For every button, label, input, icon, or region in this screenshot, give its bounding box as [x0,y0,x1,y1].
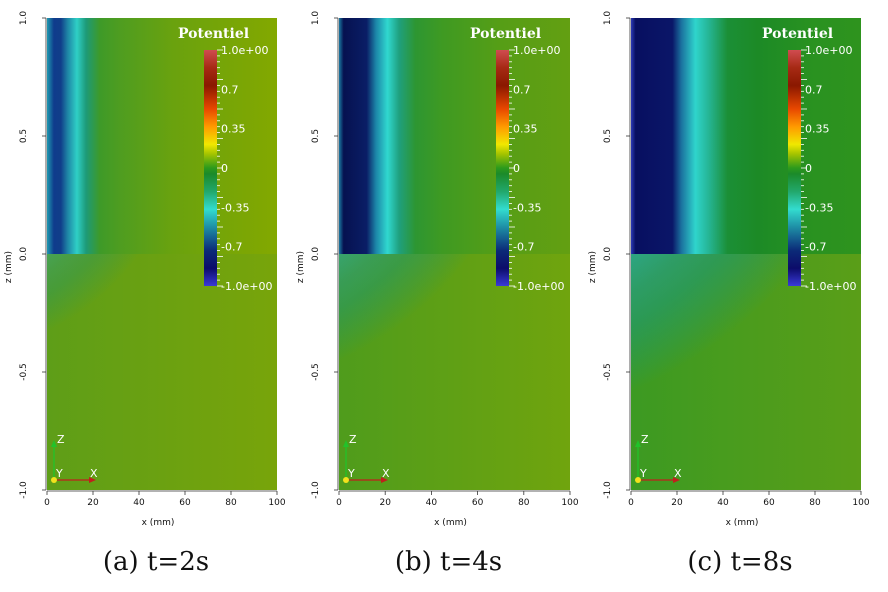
x-axis: 0 20 40 60 80 100 x (mm) [44,490,286,528]
colorbar-tick-label: -0.35 [221,201,249,214]
colorbar [204,50,217,286]
subfigure-caption: (b) t=4s [395,547,502,577]
diffusion-plume [339,254,520,401]
y-axis: 1.0 0.5 0.0 -0.5 -1.0 z (mm) [4,11,47,499]
triad-y-label: Y [55,467,63,480]
subfigure-caption: (c) t=8s [687,547,792,577]
triad-y-label: Y [639,467,647,480]
colorbar-tick-label: -0.7 [805,241,826,254]
triad-x-label: X [674,467,682,480]
x-tick-label: 0 [628,498,634,508]
y-tick-label: -1.0 [603,481,613,499]
triad-z-label: Z [641,433,649,446]
colorbar [496,50,509,286]
colorbar-title: Potentiel [470,26,541,42]
triad-z-label: Z [349,433,357,446]
colorbar-tick-label: 0 [805,162,812,175]
x-tick-label: 80 [809,498,821,508]
field-upper-region [47,18,277,254]
y-tick-label: 0.0 [19,247,29,262]
y-tick-label: 0.5 [311,129,321,143]
triad-z-label: Z [57,433,65,446]
x-tick-label: 80 [518,498,530,508]
x-tick-label: 20 [87,498,99,508]
colorbar-tick-label: 0 [513,162,520,175]
axes-triad-icon: Z Y X [635,433,682,483]
y-axis-label: z (mm) [588,251,598,283]
colorbar-tick-label: 1.0e+00 [221,44,268,57]
subfigure-caption: (a) t=2s [103,547,209,577]
x-tick-label: 40 [133,498,145,508]
x-tick-label: 0 [336,498,342,508]
x-tick-label: 60 [472,498,484,508]
y-axis-label: z (mm) [296,251,306,283]
x-tick-label: 20 [671,498,683,508]
colorbar-tick-label: 0.7 [805,83,823,96]
colorbar-tick-label: -1.0e+00 [805,280,856,293]
y-tick-label: -1.0 [19,481,29,499]
colorbar-tick-label: 0.35 [513,123,538,136]
colorbar-tick-label: -0.35 [513,201,541,214]
triad-x-label: X [382,467,390,480]
y-axis: 1.0 0.5 0.0 -0.5 -1.0 z (mm) [588,11,631,499]
colorbar-tick-label: 0.7 [513,83,531,96]
colorbar-tick-label: 1.0e+00 [805,44,852,57]
colorbar-tick-label: 0 [221,162,228,175]
y-tick-label: 0.5 [19,129,29,143]
x-tick-label: 60 [179,498,191,508]
colorbar-tick-label: 1.0e+00 [513,44,560,57]
y-tick-label: -0.5 [19,363,29,381]
y-tick-label: 0.0 [603,247,613,262]
y-tick-label: -0.5 [311,363,321,381]
colorbar-tick-label: 0.35 [221,123,246,136]
x-tick-label: 100 [561,498,578,508]
colorbar-tick-label: 0.35 [805,123,830,136]
x-tick-label: 40 [717,498,729,508]
x-axis-label: x (mm) [434,518,467,528]
triad-x-label: X [90,467,98,480]
triad-y-label: Y [347,467,355,480]
field-upper-region [339,18,570,254]
y-tick-label: 0.0 [311,247,321,262]
x-axis-label: x (mm) [726,518,759,528]
x-tick-label: 20 [379,498,391,508]
chart-panel-3: Potentiel 1.0e+00 0.7 0.35 0 -0.35 -0.7 -1.0e+0… [588,11,870,577]
y-axis-label: z (mm) [4,251,14,283]
y-tick-label: 0.5 [603,129,613,143]
axes-triad-icon: Z Y X [51,433,98,483]
axes-triad-icon: Z Y X [343,433,390,483]
x-axis-label: x (mm) [142,518,175,528]
x-tick-label: 40 [426,498,438,508]
y-tick-label: -0.5 [603,363,613,381]
colorbar-title: Potentiel [762,26,833,42]
colorbar-tick-label: -0.7 [513,241,534,254]
chart-panel-1: Potentiel 1.0e+00 0.7 0.35 0 -0.35 -0.7 -1.0e+0… [4,11,286,577]
y-axis: 1.0 0.5 0.0 -0.5 -1.0 z (mm) [296,11,339,499]
x-tick-label: 80 [225,498,237,508]
y-tick-label: -1.0 [311,481,321,499]
y-tick-label: 1.0 [603,11,613,26]
colorbar-tick-label: -0.35 [805,201,833,214]
y-tick-label: 1.0 [19,11,29,26]
colorbar-tick-label: -1.0e+00 [513,280,564,293]
colorbar-tick-label: -0.7 [221,241,242,254]
x-tick-label: 0 [44,498,50,508]
x-tick-label: 60 [763,498,775,508]
colorbar-tick-label: -1.0e+00 [221,280,272,293]
x-axis: 0 20 40 60 80 100 x (mm) [336,490,579,528]
diffusion-plume [47,254,174,361]
chart-panel-2: Potentiel 1.0e+00 0.7 0.35 0 -0.35 -0.7 -1.0e+0… [296,11,579,577]
y-tick-label: 1.0 [311,11,321,26]
diffusion-plume [631,254,861,443]
x-tick-label: 100 [852,498,869,508]
x-axis: 0 20 40 60 80 100 x (mm) [628,490,870,528]
colorbar [788,50,801,286]
field-upper-region [631,18,861,254]
colorbar-title: Potentiel [178,26,249,42]
x-tick-label: 100 [268,498,285,508]
colorbar-tick-label: 0.7 [221,83,239,96]
